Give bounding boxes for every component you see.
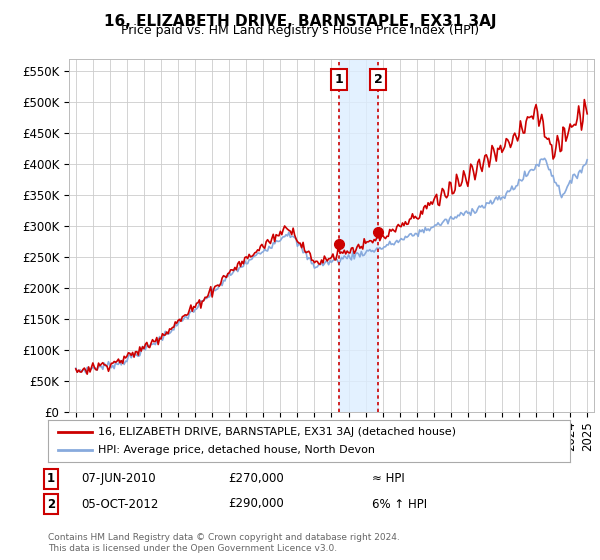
Text: 1: 1 [47,472,55,486]
Bar [339,59,379,412]
Text: 16, ELIZABETH DRIVE, BARNSTAPLE, EX31 3AJ (detached house): 16, ELIZABETH DRIVE, BARNSTAPLE, EX31 3A… [98,427,455,437]
Text: 16, ELIZABETH DRIVE, BARNSTAPLE, EX31 3AJ: 16, ELIZABETH DRIVE, BARNSTAPLE, EX31 3A… [104,14,496,29]
Text: 2: 2 [374,73,383,86]
Text: Contains HM Land Registry data © Crown copyright and database right 2024.
This d: Contains HM Land Registry data © Crown c… [48,533,400,553]
Text: £270,000: £270,000 [228,472,284,486]
Text: 05-OCT-2012: 05-OCT-2012 [81,497,158,511]
Text: £290,000: £290,000 [228,497,284,511]
Text: 2: 2 [47,497,55,511]
Text: 07-JUN-2010: 07-JUN-2010 [81,472,155,486]
Text: ≈ HPI: ≈ HPI [372,472,405,486]
Text: Price paid vs. HM Land Registry's House Price Index (HPI): Price paid vs. HM Land Registry's House … [121,24,479,37]
Text: 6% ↑ HPI: 6% ↑ HPI [372,497,427,511]
Text: 1: 1 [335,73,343,86]
Text: HPI: Average price, detached house, North Devon: HPI: Average price, detached house, Nort… [98,445,374,455]
